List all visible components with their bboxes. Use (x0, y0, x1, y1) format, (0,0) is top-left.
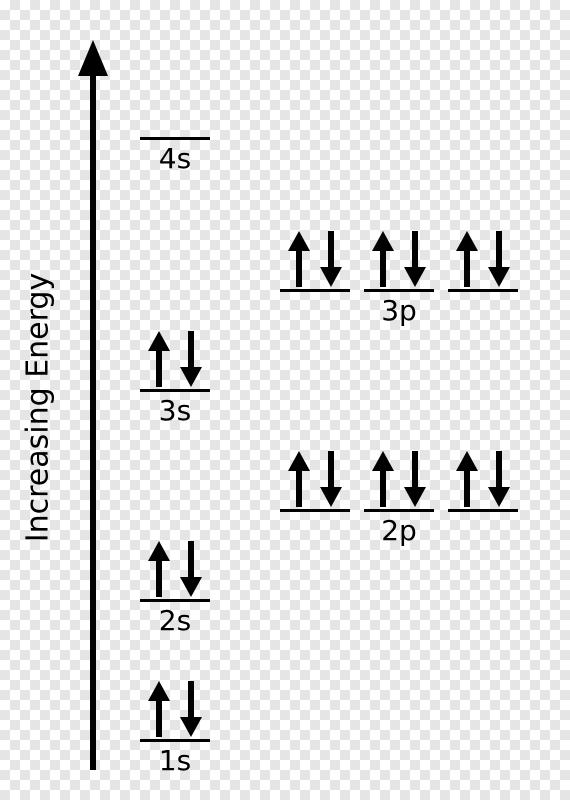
orbital-boxes (140, 537, 210, 602)
spin-down-icon (402, 231, 428, 287)
orbital-1s: 1s (140, 677, 210, 777)
orbital-label: 3p (280, 294, 518, 327)
orbital-3s: 3s (140, 327, 210, 427)
spin-pair (140, 677, 210, 737)
orbital-box (280, 447, 350, 512)
spin-pair (364, 227, 434, 287)
orbital-line (140, 599, 210, 602)
spin-pair (448, 227, 518, 287)
orbital-line (140, 739, 210, 742)
spin-down-icon (178, 541, 204, 597)
spin-up-icon (286, 231, 312, 287)
orbital-label: 2s (140, 604, 210, 637)
orbital-box (140, 677, 210, 742)
orbital-label: 4s (140, 142, 210, 175)
orbital-label: 3s (140, 394, 210, 427)
orbital-label: 2p (280, 514, 518, 547)
orbital-box (140, 537, 210, 602)
spin-down-icon (486, 231, 512, 287)
spin-pair (280, 227, 350, 287)
spin-up-icon (286, 451, 312, 507)
energy-axis-arrow (73, 35, 113, 775)
spin-down-icon (318, 451, 344, 507)
orbital-box (448, 447, 518, 512)
spin-pair (448, 447, 518, 507)
spin-down-icon (178, 681, 204, 737)
spin-pair (280, 447, 350, 507)
orbital-2p: 2p (280, 447, 518, 547)
orbital-box (364, 227, 434, 292)
spin-up-icon (146, 541, 172, 597)
orbital-box (140, 75, 210, 140)
spin-pair (140, 327, 210, 387)
orbital-boxes (140, 677, 210, 742)
orbital-boxes (280, 447, 518, 512)
orbital-line (140, 389, 210, 392)
spin-up-icon (370, 451, 396, 507)
spin-pair (140, 537, 210, 597)
orbital-line (364, 509, 434, 512)
orbital-line (140, 137, 210, 140)
spin-pair (364, 447, 434, 507)
orbital-boxes (140, 327, 210, 392)
spin-down-icon (486, 451, 512, 507)
orbital-label: 1s (140, 744, 210, 777)
spin-down-icon (318, 231, 344, 287)
orbital-line (280, 509, 350, 512)
orbital-4s: 4s (140, 75, 210, 175)
diagram-stage: Increasing Energy 4s 3s 2s 1s 3p 2p (0, 0, 570, 800)
spin-up-icon (454, 451, 480, 507)
orbital-line (448, 289, 518, 292)
orbital-box (364, 447, 434, 512)
spin-pair (140, 75, 210, 135)
orbital-line (280, 289, 350, 292)
orbital-boxes (280, 227, 518, 292)
spin-down-icon (178, 331, 204, 387)
orbital-box (280, 227, 350, 292)
orbital-boxes (140, 75, 210, 140)
spin-up-icon (370, 231, 396, 287)
orbital-line (364, 289, 434, 292)
orbital-line (448, 509, 518, 512)
orbital-2s: 2s (140, 537, 210, 637)
orbital-box (140, 327, 210, 392)
orbital-box (448, 227, 518, 292)
spin-up-icon (454, 231, 480, 287)
spin-down-icon (402, 451, 428, 507)
orbital-3p: 3p (280, 227, 518, 327)
axis-label: Increasing Energy (21, 208, 56, 608)
spin-up-icon (146, 681, 172, 737)
spin-up-icon (146, 331, 172, 387)
